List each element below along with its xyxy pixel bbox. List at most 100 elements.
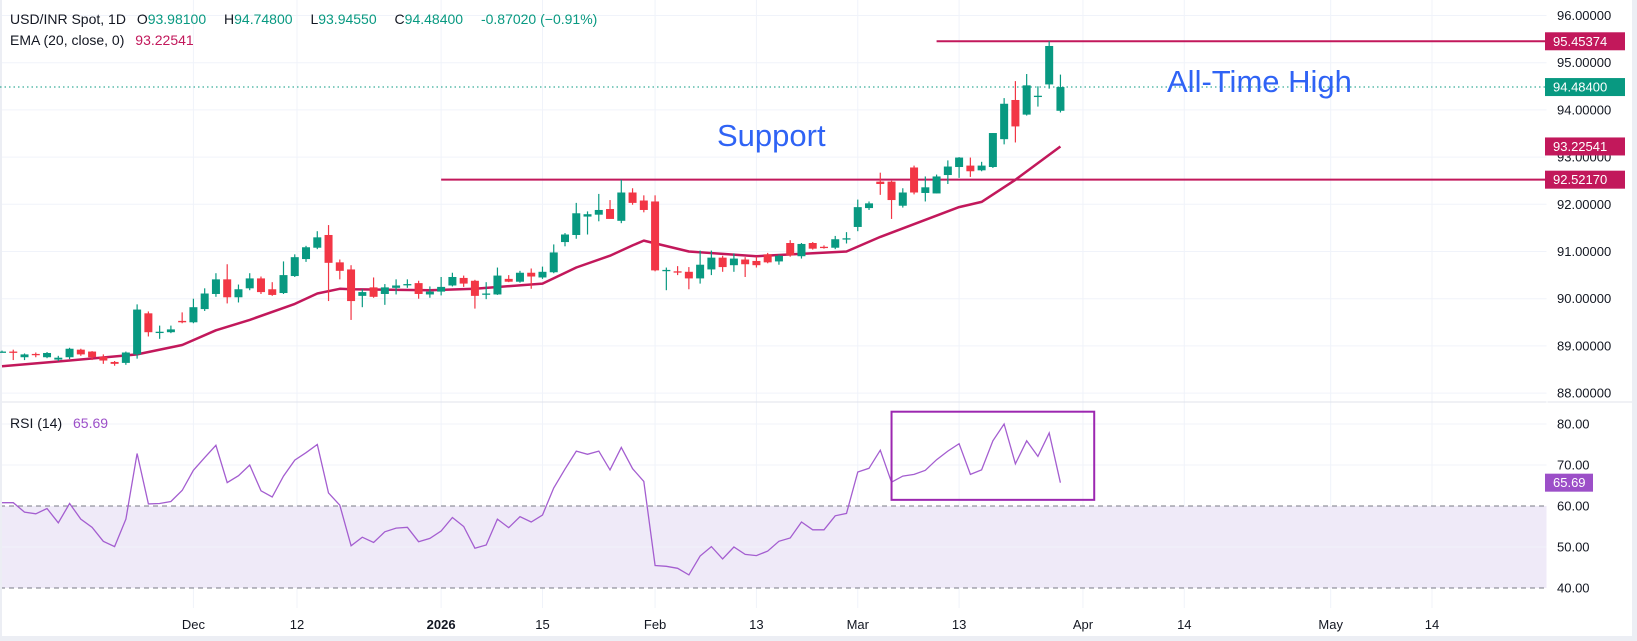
candle-body[interactable] [617,192,626,221]
candle-body[interactable] [718,257,727,268]
candle-body[interactable] [290,257,299,277]
candle-body[interactable] [955,157,964,168]
candle-body[interactable] [133,309,142,355]
candle-body[interactable] [470,280,479,296]
candle-body[interactable] [20,354,29,358]
candle-body[interactable] [673,271,682,273]
candle-body[interactable] [65,348,74,358]
candle-body[interactable] [211,279,220,294]
candle-body[interactable] [729,258,738,266]
candle-body[interactable] [988,133,997,168]
ema-legend[interactable]: EMA (20, close, 0) 93.22541 [10,32,201,48]
candle-body[interactable] [651,201,660,271]
candle-body[interactable] [876,181,885,185]
candle-body[interactable] [1056,87,1065,111]
candle-body[interactable] [527,272,536,277]
candle-body[interactable] [178,320,187,323]
candle-body[interactable] [392,285,401,288]
candle-body[interactable] [144,313,153,333]
candle-body[interactable] [561,234,569,243]
candle-body[interactable] [88,351,97,358]
candle-body[interactable] [921,187,930,193]
candle-body[interactable] [54,357,63,360]
candle-body[interactable] [786,243,795,256]
candle-body[interactable] [819,246,828,249]
rsi-legend[interactable]: RSI (14) 65.69 [10,415,115,431]
candle-body[interactable] [31,353,40,356]
candle-body[interactable] [313,237,322,248]
candle-body[interactable] [121,352,130,363]
candle-body[interactable] [347,269,356,302]
candle-body[interactable] [943,166,952,176]
candle-body[interactable] [1045,45,1054,85]
rsi-highlight-box[interactable] [890,410,1096,501]
candle-body[interactable] [234,289,243,298]
candle-body[interactable] [966,165,975,172]
candle-body[interactable] [684,271,693,279]
candle-body[interactable] [583,214,592,217]
candle-body[interactable] [9,351,18,353]
candle-body[interactable] [538,271,547,278]
candle-body[interactable] [628,192,637,203]
candle-body[interactable] [358,292,367,296]
candle-body[interactable] [898,192,907,206]
candle-body[interactable] [752,260,761,266]
candle-body[interactable] [865,203,874,209]
candle-body[interactable] [842,238,851,240]
candle-body[interactable] [1022,85,1031,115]
candle-body[interactable] [707,257,716,270]
support-annotation[interactable]: Support [717,118,826,153]
candle-body[interactable] [437,286,446,292]
candle-body[interactable] [763,254,772,263]
candle-body[interactable] [459,277,468,284]
candle-body[interactable] [279,275,288,294]
candle-body[interactable] [448,276,457,286]
candle-body[interactable] [403,284,412,286]
candle-body[interactable] [515,272,524,282]
candle-body[interactable] [831,239,840,248]
candle-body[interactable] [335,262,344,271]
candle-body[interactable] [493,275,502,295]
candle-body[interactable] [245,278,254,289]
candle-body[interactable] [594,209,603,215]
candle-body[interactable] [606,209,615,219]
candle-body[interactable] [1011,99,1020,127]
candle-body[interactable] [155,331,164,334]
candle-body[interactable] [853,207,862,227]
candle-body[interactable] [910,167,919,193]
candle-body[interactable] [741,259,750,265]
candle-body[interactable] [932,176,941,194]
candle-body[interactable] [256,278,265,293]
candle-body[interactable] [110,361,119,364]
candle-body[interactable] [302,247,311,260]
candle-body[interactable] [549,252,558,273]
candle-body[interactable] [380,287,389,294]
candle-body[interactable] [482,293,491,295]
candle-body[interactable] [1000,103,1009,140]
candle-body[interactable] [696,264,705,279]
candle-body[interactable] [774,255,783,262]
candle-body[interactable] [662,269,671,272]
candle-body[interactable] [639,200,648,210]
candle-body[interactable] [166,329,175,333]
candle-body[interactable] [99,356,108,361]
candle-body[interactable] [223,279,232,298]
candle-body[interactable] [797,243,806,257]
candle-body[interactable] [369,287,378,297]
candle-body[interactable] [572,213,581,235]
candle-body[interactable] [200,293,209,310]
candle-body[interactable] [268,289,277,295]
candle-body[interactable] [0,351,6,353]
candle-body[interactable] [808,243,817,249]
candle-body[interactable] [414,283,423,294]
candle-body[interactable] [76,349,85,355]
candle-body[interactable] [189,307,198,323]
candle-body[interactable] [887,181,896,201]
candle-body[interactable] [43,352,52,358]
all-time-high-annotation[interactable]: All-Time High [1167,64,1352,99]
candle-body[interactable] [1033,95,1042,98]
candle-body[interactable] [425,291,434,295]
candle-body[interactable] [324,234,333,263]
candle-body[interactable] [977,165,986,171]
